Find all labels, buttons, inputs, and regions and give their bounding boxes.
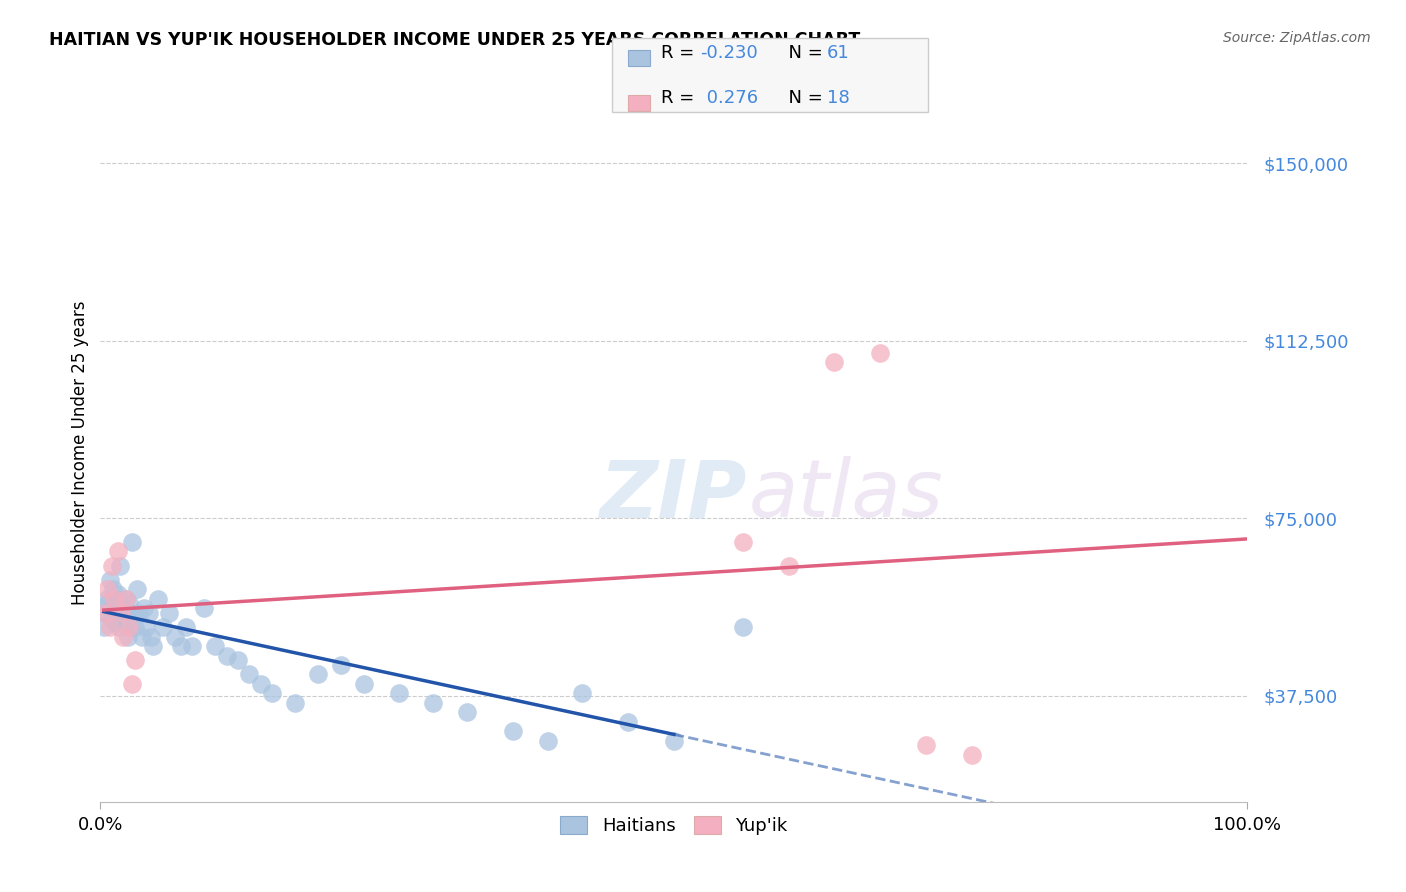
- Point: [103, 615, 125, 630]
- Text: Source: ZipAtlas.com: Source: ZipAtlas.com: [1223, 31, 1371, 45]
- Text: atlas: atlas: [748, 456, 943, 534]
- Point: [96, 582, 118, 597]
- Point: [118, 597, 141, 611]
- Point: [238, 667, 260, 681]
- Point: [537, 733, 560, 747]
- Text: -0.230: -0.230: [700, 45, 758, 62]
- Point: [138, 606, 160, 620]
- Point: [422, 696, 444, 710]
- Point: [114, 615, 136, 630]
- Point: [115, 606, 138, 620]
- Point: [110, 606, 132, 620]
- Text: 18: 18: [827, 89, 849, 107]
- Point: [284, 696, 307, 710]
- Point: [108, 558, 131, 573]
- Point: [132, 601, 155, 615]
- Point: [98, 620, 121, 634]
- Point: [118, 620, 141, 634]
- Point: [111, 610, 134, 624]
- Point: [215, 648, 238, 663]
- Text: HAITIAN VS YUP'IK HOUSEHOLDER INCOME UNDER 25 YEARS CORRELATION CHART: HAITIAN VS YUP'IK HOUSEHOLDER INCOME UND…: [49, 31, 860, 49]
- Point: [157, 606, 180, 620]
- Point: [142, 639, 165, 653]
- Point: [121, 677, 143, 691]
- Point: [98, 573, 121, 587]
- Text: R =: R =: [661, 45, 700, 62]
- Point: [456, 706, 478, 720]
- Point: [131, 630, 153, 644]
- Point: [387, 686, 409, 700]
- Point: [250, 677, 273, 691]
- Point: [94, 606, 117, 620]
- Point: [125, 582, 148, 597]
- Point: [101, 558, 124, 573]
- Point: [96, 591, 118, 606]
- Point: [139, 630, 162, 644]
- Point: [193, 601, 215, 615]
- Point: [353, 677, 375, 691]
- Point: [120, 606, 142, 620]
- Point: [100, 601, 122, 615]
- Point: [163, 630, 186, 644]
- Point: [502, 724, 524, 739]
- Point: [124, 620, 146, 634]
- Point: [112, 601, 135, 615]
- Point: [93, 620, 115, 634]
- Point: [117, 630, 139, 644]
- Point: [778, 558, 800, 573]
- Point: [960, 747, 983, 762]
- Point: [124, 653, 146, 667]
- Point: [262, 686, 284, 700]
- Point: [226, 653, 249, 667]
- Point: [181, 639, 204, 653]
- Point: [94, 606, 117, 620]
- Point: [114, 591, 136, 606]
- Text: 61: 61: [827, 45, 849, 62]
- Point: [176, 620, 198, 634]
- Point: [121, 535, 143, 549]
- Point: [915, 739, 938, 753]
- Point: [103, 591, 125, 606]
- Point: [107, 620, 129, 634]
- Point: [101, 610, 124, 624]
- Point: [107, 587, 129, 601]
- Text: N =: N =: [776, 45, 828, 62]
- Point: [169, 639, 191, 653]
- Point: [823, 355, 845, 369]
- Point: [617, 714, 640, 729]
- Point: [112, 630, 135, 644]
- Point: [105, 601, 128, 615]
- Point: [571, 686, 593, 700]
- Point: [307, 667, 329, 681]
- Legend: Haitians, Yup'ik: Haitians, Yup'ik: [553, 808, 794, 842]
- Point: [128, 606, 150, 620]
- Point: [662, 733, 685, 747]
- Point: [97, 597, 120, 611]
- Point: [330, 658, 353, 673]
- Point: [204, 639, 226, 653]
- Point: [110, 597, 132, 611]
- Text: N =: N =: [776, 89, 828, 107]
- Text: R =: R =: [661, 89, 700, 107]
- Point: [114, 591, 136, 606]
- Text: ZIP: ZIP: [599, 456, 747, 534]
- Point: [135, 620, 157, 634]
- Y-axis label: Householder Income Under 25 years: Householder Income Under 25 years: [72, 301, 89, 606]
- Point: [104, 591, 127, 606]
- Point: [146, 591, 169, 606]
- Text: 0.276: 0.276: [700, 89, 758, 107]
- Point: [101, 582, 124, 597]
- Point: [731, 535, 754, 549]
- Point: [107, 544, 129, 558]
- Point: [152, 620, 174, 634]
- Point: [120, 620, 142, 634]
- Point: [731, 620, 754, 634]
- Point: [869, 345, 891, 359]
